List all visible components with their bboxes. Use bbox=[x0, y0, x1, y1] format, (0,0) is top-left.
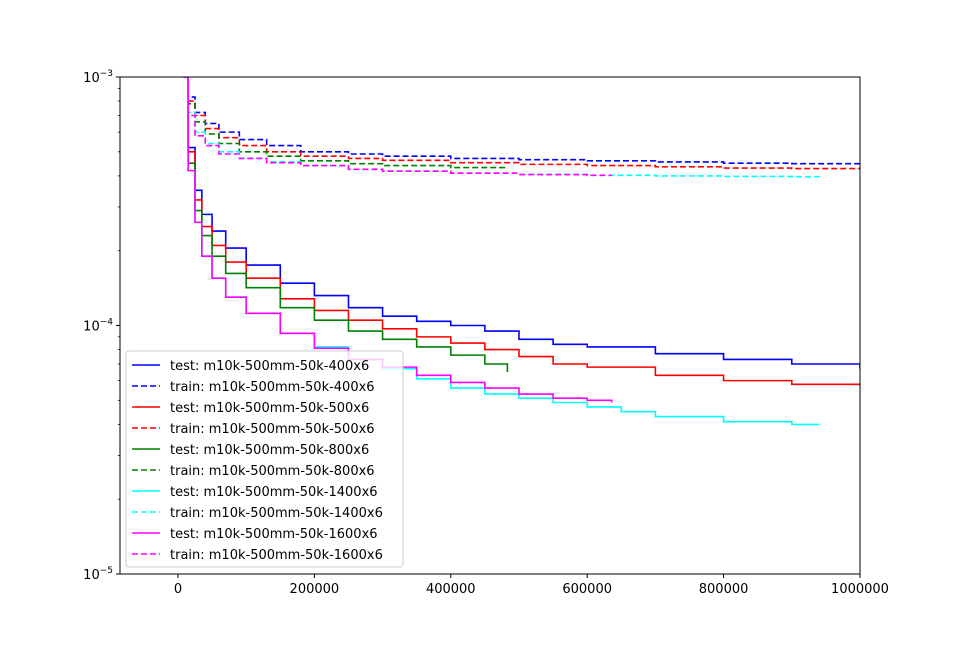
x-tick-label: 600000 bbox=[562, 582, 612, 597]
legend: test: m10k-500mm-50k-400x6 train: m10k-50… bbox=[125, 350, 404, 568]
y-tick-label: 10−5 bbox=[83, 566, 113, 583]
x-axis: 0 200000 400000 600000 800000 1000000 bbox=[174, 574, 889, 597]
y-axis: 10−5 10−4 10−3 bbox=[83, 69, 120, 583]
x-tick-label: 400000 bbox=[426, 582, 476, 597]
series-line-9 bbox=[184, 77, 612, 177]
legend-label: train: m10k-500mm-50k-500x6 bbox=[170, 422, 375, 437]
legend-box bbox=[125, 350, 404, 568]
y-tick-label: 10−4 bbox=[83, 318, 113, 335]
x-tick-label: 800000 bbox=[699, 582, 749, 597]
legend-label: test: m10k-500mm-50k-500x6 bbox=[170, 401, 369, 416]
legend-label: train: m10k-500mm-50k-800x6 bbox=[170, 464, 375, 479]
x-tick-label: 0 bbox=[174, 582, 182, 597]
legend-label: train: m10k-500mm-50k-1600x6 bbox=[170, 548, 383, 563]
legend-label: train: m10k-500mm-50k-400x6 bbox=[170, 380, 375, 395]
legend-label: test: m10k-500mm-50k-800x6 bbox=[170, 443, 369, 458]
series-line-3 bbox=[184, 77, 860, 170]
series-layer bbox=[183, 77, 860, 426]
legend-label: test: m10k-500mm-50k-400x6 bbox=[170, 359, 369, 374]
x-tick-label: 200000 bbox=[290, 582, 340, 597]
series-line-4 bbox=[183, 77, 509, 372]
x-tick-label: 1000000 bbox=[831, 582, 889, 597]
series-line-8 bbox=[183, 77, 613, 403]
legend-label: test: m10k-500mm-50k-1600x6 bbox=[170, 527, 378, 542]
legend-label: train: m10k-500mm-50k-1400x6 bbox=[170, 506, 383, 521]
series-line-0 bbox=[183, 77, 860, 369]
legend-label: test: m10k-500mm-50k-1400x6 bbox=[170, 485, 378, 500]
series-line-2 bbox=[183, 77, 860, 387]
y-tick-label: 10−3 bbox=[83, 69, 113, 86]
